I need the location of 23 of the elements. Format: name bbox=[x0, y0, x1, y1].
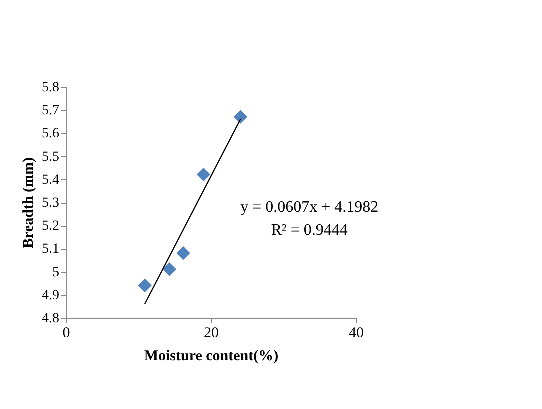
point bbox=[196, 168, 211, 182]
x-tick-label: 20 bbox=[204, 326, 219, 342]
y-tick-label: 5.4 bbox=[42, 172, 60, 188]
x-tick-label: 0 bbox=[62, 326, 70, 342]
y-tick-label: 5.1 bbox=[42, 242, 60, 258]
y-tick-label: 4.8 bbox=[42, 312, 60, 326]
y-tick-label: 4.9 bbox=[42, 288, 60, 304]
annotation: R² = 0.9444 bbox=[271, 222, 348, 240]
y-tick-label: 5.7 bbox=[42, 104, 60, 119]
y-tick-label: 5.2 bbox=[42, 219, 60, 234]
x-tick-label: 40 bbox=[349, 326, 364, 342]
y-tick-label: 5.3 bbox=[42, 196, 60, 211]
y-axis-title: Breadth (mm) bbox=[21, 158, 37, 248]
point bbox=[176, 246, 190, 260]
y-tick-label: 5.5 bbox=[42, 150, 60, 165]
y-tick-label: 5.6 bbox=[42, 126, 60, 142]
point bbox=[234, 110, 248, 124]
x-axis-title: Moisture content(%) bbox=[144, 348, 279, 364]
annotation: y = 0.0607x + 4.1982 bbox=[240, 199, 379, 216]
point bbox=[162, 262, 177, 276]
y-tick-label: 5 bbox=[52, 265, 60, 280]
y-tick-label: 5.8 bbox=[42, 80, 60, 96]
point bbox=[138, 278, 152, 293]
